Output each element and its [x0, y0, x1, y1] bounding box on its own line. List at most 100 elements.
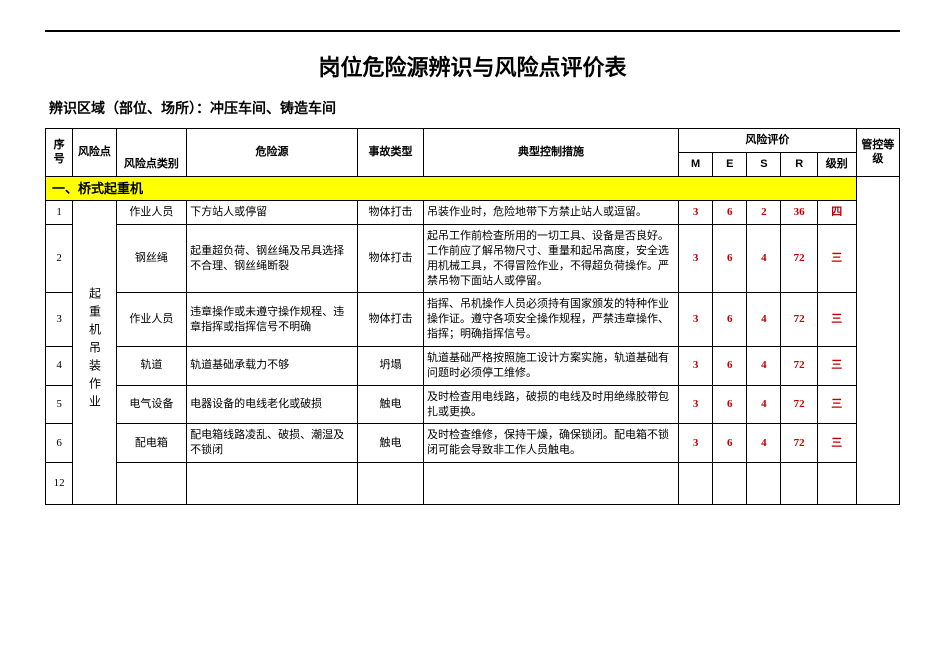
- M: [679, 463, 713, 505]
- th-level: 级别: [817, 152, 856, 176]
- R: 72: [781, 385, 817, 424]
- table-row: 1 起重机吊装作业 作业人员 下方站人或停留 物体打击 吊装作业时，危险地带下方…: [46, 201, 900, 225]
- control: 吊装作业时，危险地带下方禁止站人或逗留。: [423, 201, 678, 225]
- category: 钢丝绳: [116, 225, 187, 293]
- level: 三: [817, 424, 856, 463]
- riskpoint-cell: 起重机吊装作业: [73, 201, 116, 505]
- source: 违章操作或未遵守操作规程、违章指挥或指挥信号不明确: [187, 293, 358, 347]
- table-row: 5 电气设备 电器设备的电线老化或破损 触电 及时检查用电线路，破损的电线及时用…: [46, 385, 900, 424]
- level: 三: [817, 385, 856, 424]
- control: [423, 463, 678, 505]
- top-rule: [45, 30, 900, 32]
- th-source: 危险源: [187, 129, 358, 177]
- control: 轨道基础严格按照施工设计方案实施，轨道基础有问题时必须停工维修。: [423, 346, 678, 385]
- control: 及时检查维修，保持干燥，确保锁闭。配电箱不锁闭可能会导致非工作人员触电。: [423, 424, 678, 463]
- S: 4: [747, 225, 781, 293]
- S: 4: [747, 385, 781, 424]
- accident: 触电: [357, 424, 423, 463]
- category: [116, 463, 187, 505]
- source: 电器设备的电线老化或破损: [187, 385, 358, 424]
- M: 3: [679, 385, 713, 424]
- level: 三: [817, 225, 856, 293]
- S: 4: [747, 424, 781, 463]
- R: 72: [781, 424, 817, 463]
- seq: 1: [46, 201, 73, 225]
- th-M: M: [679, 152, 713, 176]
- E: 6: [713, 201, 747, 225]
- source: 配电箱线路凌乱、破损、潮湿及不锁闭: [187, 424, 358, 463]
- th-accident: 事故类型: [357, 129, 423, 177]
- table-row: 3 作业人员 违章操作或未遵守操作规程、违章指挥或指挥信号不明确 物体打击 指挥…: [46, 293, 900, 347]
- th-S: S: [747, 152, 781, 176]
- seq: 5: [46, 385, 73, 424]
- th-E: E: [713, 152, 747, 176]
- source: 下方站人或停留: [187, 201, 358, 225]
- seq: 4: [46, 346, 73, 385]
- th-riskeval-group: 风险评价: [679, 129, 857, 153]
- R: [781, 463, 817, 505]
- level: 四: [817, 201, 856, 225]
- mgmt-empty: [856, 176, 899, 504]
- E: 6: [713, 424, 747, 463]
- S: [747, 463, 781, 505]
- control: 指挥、吊机操作人员必须持有国家颁发的特种作业操作证。遵守各项安全操作规程，严禁违…: [423, 293, 678, 347]
- level: 三: [817, 293, 856, 347]
- E: [713, 463, 747, 505]
- M: 3: [679, 225, 713, 293]
- category: 作业人员: [116, 201, 187, 225]
- accident: 坍塌: [357, 346, 423, 385]
- header-row-1: 序号 风险点 风险点类别 危险源 事故类型 典型控制措施 风险评价 管控等级: [46, 129, 900, 153]
- category: 作业人员: [116, 293, 187, 347]
- th-seq: 序号: [46, 129, 73, 177]
- M: 3: [679, 201, 713, 225]
- accident: 物体打击: [357, 293, 423, 347]
- R: 72: [781, 225, 817, 293]
- S: 4: [747, 346, 781, 385]
- E: 6: [713, 225, 747, 293]
- S: 2: [747, 201, 781, 225]
- E: 6: [713, 293, 747, 347]
- category: 轨道: [116, 346, 187, 385]
- M: 3: [679, 346, 713, 385]
- level: 三: [817, 346, 856, 385]
- seq: 6: [46, 424, 73, 463]
- control: 及时检查用电线路，破损的电线及时用绝缘胶带包扎或更换。: [423, 385, 678, 424]
- source: [187, 463, 358, 505]
- accident: 触电: [357, 385, 423, 424]
- R: 72: [781, 293, 817, 347]
- riskpoint-vertical: 起重机吊装作业: [86, 287, 102, 413]
- M: 3: [679, 424, 713, 463]
- th-category: 风险点类别: [116, 129, 187, 177]
- level: [817, 463, 856, 505]
- accident: [357, 463, 423, 505]
- seq: 2: [46, 225, 73, 293]
- table-row: 6 配电箱 配电箱线路凌乱、破损、潮湿及不锁闭 触电 及时检查维修，保持干燥，确…: [46, 424, 900, 463]
- th-riskpoint: 风险点: [73, 129, 116, 177]
- th-control: 典型控制措施: [423, 129, 678, 177]
- M: 3: [679, 293, 713, 347]
- category: 配电箱: [116, 424, 187, 463]
- E: 6: [713, 385, 747, 424]
- th-mgmt: 管控等级: [856, 129, 899, 177]
- seq: 12: [46, 463, 73, 505]
- table-row: 2 钢丝绳 起重超负荷、钢丝绳及吊具选择不合理、钢丝绳断裂 物体打击 起吊工作前…: [46, 225, 900, 293]
- table-row-empty: 12: [46, 463, 900, 505]
- accident: 物体打击: [357, 201, 423, 225]
- source: 轨道基础承载力不够: [187, 346, 358, 385]
- control: 起吊工作前检查所用的一切工具、设备是否良好。工作前应了解吊物尺寸、重量和起吊高度…: [423, 225, 678, 293]
- source: 起重超负荷、钢丝绳及吊具选择不合理、钢丝绳断裂: [187, 225, 358, 293]
- table-row: 4 轨道 轨道基础承载力不够 坍塌 轨道基础严格按照施工设计方案实施，轨道基础有…: [46, 346, 900, 385]
- page-title: 岗位危险源辨识与风险点评价表: [45, 50, 900, 82]
- accident: 物体打击: [357, 225, 423, 293]
- R: 72: [781, 346, 817, 385]
- risk-table: 序号 风险点 风险点类别 危险源 事故类型 典型控制措施 风险评价 管控等级 M…: [45, 128, 900, 505]
- seq: 3: [46, 293, 73, 347]
- E: 6: [713, 346, 747, 385]
- subtitle: 辨识区域（部位、场所）：冲压车间、铸造车间: [45, 98, 900, 118]
- section-label: 一、桥式起重机: [46, 176, 857, 201]
- category: 电气设备: [116, 385, 187, 424]
- section-row: 一、桥式起重机: [46, 176, 900, 201]
- S: 4: [747, 293, 781, 347]
- th-R: R: [781, 152, 817, 176]
- R: 36: [781, 201, 817, 225]
